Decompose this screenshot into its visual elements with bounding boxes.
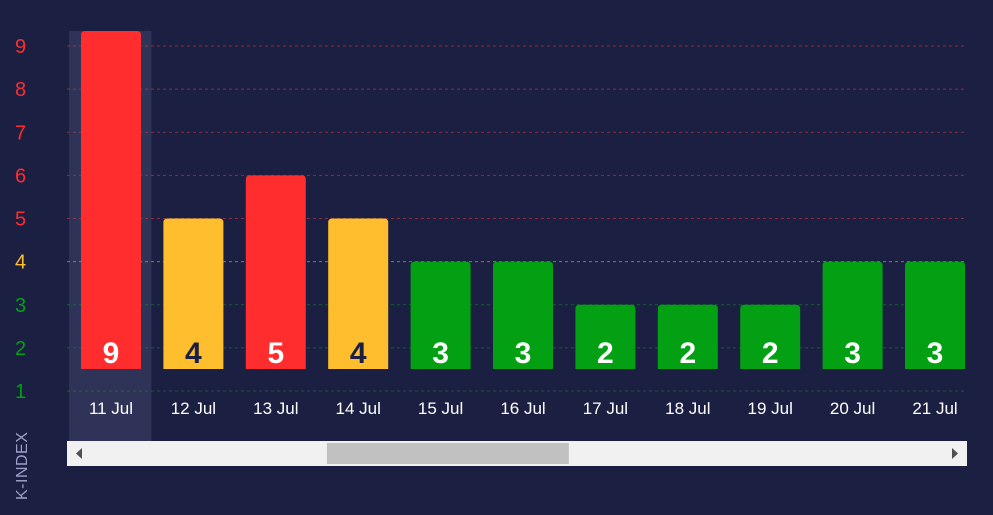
y-tick-label: 8 (15, 79, 26, 101)
x-tick-label: 19 Jul (748, 399, 793, 418)
bar-group[interactable]: 3 (493, 261, 553, 370)
bar[interactable] (81, 31, 141, 369)
bar[interactable] (740, 304, 801, 369)
y-tick-label: 3 (15, 295, 26, 317)
bar-group[interactable]: 5 (245, 175, 306, 370)
y-axis-title: K-INDEX (14, 432, 31, 500)
triangle-right-icon[interactable] (952, 448, 958, 459)
bar-value-label: 3 (515, 337, 532, 370)
bar-value-label: 5 (267, 337, 284, 370)
bar[interactable] (657, 304, 718, 369)
bar-group[interactable]: 3 (822, 261, 883, 370)
x-tick-label: 15 Jul (418, 399, 463, 418)
x-axis-labels: 11 Jul 12 Jul 13 Jul 14 Jul 15 Jul 16 Jul 17 J… (89, 399, 958, 418)
bar[interactable] (245, 175, 306, 369)
bar[interactable] (575, 304, 636, 369)
x-tick-label: 18 Jul (665, 399, 710, 418)
y-tick-label: 1 (15, 381, 26, 403)
bar-value-label: 3 (844, 337, 861, 370)
bar[interactable] (822, 261, 883, 369)
x-tick-label: 16 Jul (500, 399, 545, 418)
bar-group[interactable]: 3 (410, 261, 471, 370)
triangle-left-icon[interactable] (76, 448, 82, 459)
bar-group[interactable]: 2 (740, 304, 801, 370)
bar-value-label: 2 (762, 337, 779, 370)
y-tick-label: 7 (15, 122, 26, 144)
bar-value-label: 4 (185, 337, 202, 370)
bar-group[interactable]: 9 (81, 31, 141, 370)
scrollbar-thumb[interactable] (326, 443, 569, 464)
y-tick-label: 2 (15, 338, 26, 360)
bar-group[interactable]: 4 (163, 218, 224, 371)
bar-value-label: 3 (927, 337, 944, 370)
bar[interactable] (328, 218, 389, 370)
bar[interactable] (163, 218, 224, 370)
bar-value-label: 4 (350, 337, 367, 370)
bar-group[interactable]: 3 (905, 261, 965, 370)
bar-value-label: 9 (103, 337, 120, 370)
bar-value-label: 3 (432, 337, 449, 370)
bar-group[interactable]: 2 (657, 304, 718, 370)
y-tick-label: 6 (15, 165, 26, 187)
x-tick-label: 13 Jul (253, 399, 298, 418)
bar-group[interactable]: 4 (328, 218, 389, 371)
y-axis-ticks: 1 2 3 4 5 6 7 8 9 (15, 36, 26, 403)
x-tick-label: 14 Jul (336, 399, 381, 418)
bar[interactable] (905, 261, 965, 369)
x-tick-label: 11 Jul (89, 399, 133, 418)
horizontal-scrollbar[interactable] (67, 441, 967, 466)
y-tick-label: 9 (15, 36, 26, 58)
bar-group[interactable]: 2 (575, 304, 636, 370)
x-tick-label: 12 Jul (171, 399, 216, 418)
x-tick-label: 20 Jul (830, 399, 875, 418)
x-tick-label: 17 Jul (583, 399, 628, 418)
bar-value-label: 2 (597, 337, 614, 370)
bar[interactable] (493, 261, 553, 369)
bar[interactable] (410, 261, 471, 369)
bar-value-label: 2 (679, 337, 696, 370)
x-tick-label: 21 Jul (912, 399, 957, 418)
y-tick-label: 5 (15, 209, 26, 231)
y-tick-label: 4 (15, 252, 26, 274)
bars: 9 4 5 4 3 3 2 2 2 3 3 (81, 31, 965, 370)
